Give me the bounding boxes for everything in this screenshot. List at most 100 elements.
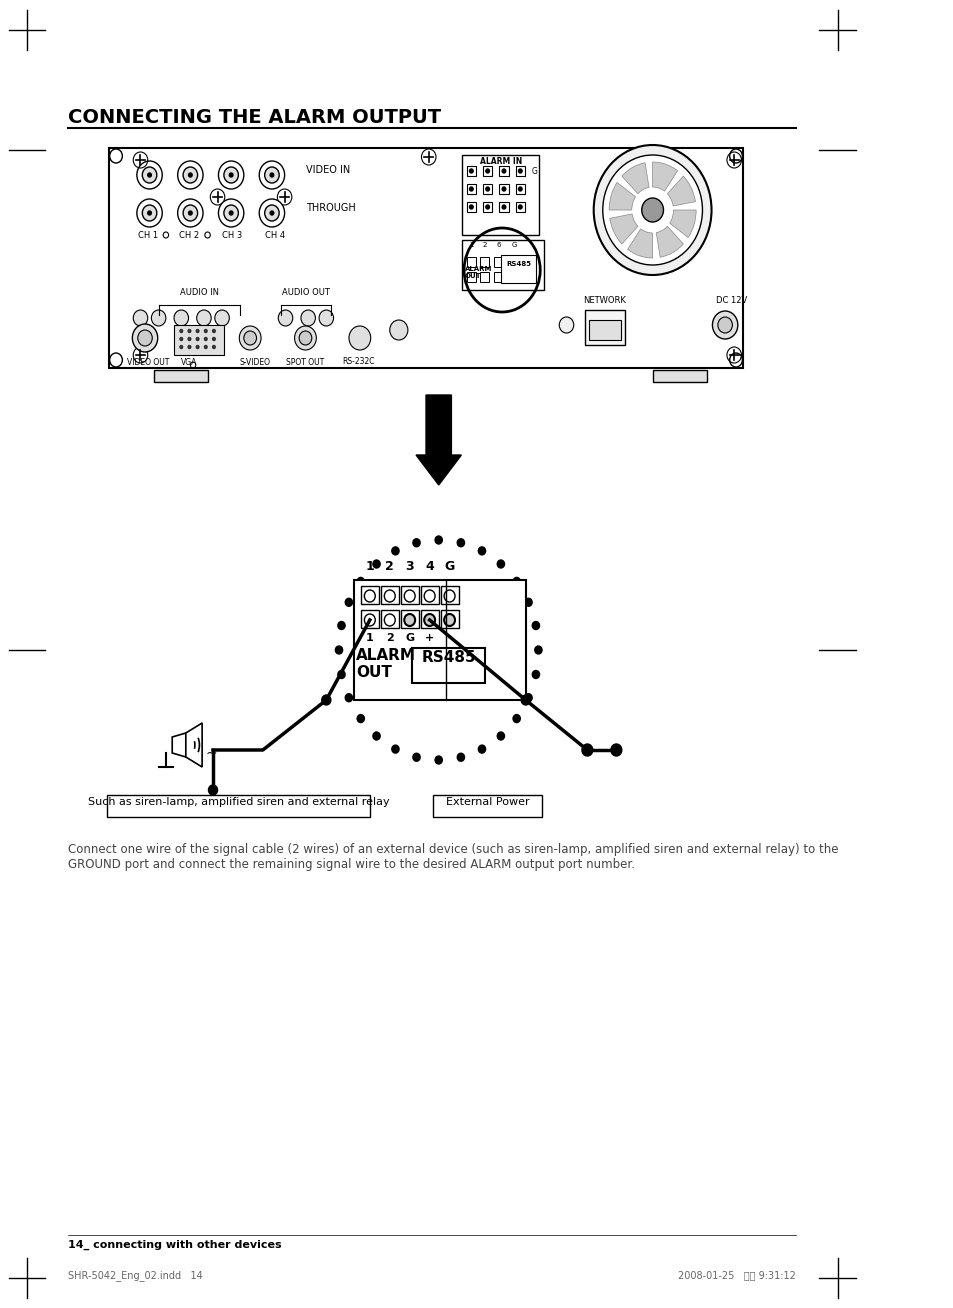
Circle shape [218,161,244,188]
Circle shape [477,746,485,753]
Bar [109,148,742,368]
Wedge shape [627,229,652,258]
Text: -: - [447,633,452,644]
Circle shape [469,187,473,191]
Bar [516,166,524,177]
Circle shape [278,310,293,326]
Text: 2: 2 [385,633,394,644]
Circle shape [173,310,189,326]
Circle shape [532,621,539,629]
Text: G: G [511,242,517,249]
Bar [589,320,620,340]
Circle shape [392,547,398,555]
Bar [499,201,508,212]
Bar [354,579,525,700]
Circle shape [456,753,464,761]
Bar [462,156,538,235]
Circle shape [214,310,229,326]
Circle shape [717,317,732,334]
Bar [412,647,484,683]
Circle shape [593,145,711,275]
Circle shape [188,345,191,348]
Circle shape [485,169,489,173]
Text: ALARM
OUT: ALARM OUT [355,647,416,680]
FancyArrow shape [416,395,461,485]
Circle shape [189,211,192,215]
Circle shape [469,169,473,173]
Circle shape [712,311,737,339]
Circle shape [610,744,621,756]
Circle shape [373,732,379,740]
Circle shape [444,590,455,602]
Circle shape [413,753,419,761]
Circle shape [264,205,279,221]
Circle shape [213,330,215,332]
Circle shape [177,161,203,188]
Bar [433,795,541,818]
Circle shape [404,613,415,627]
Text: G: G [532,166,537,175]
Circle shape [345,598,352,607]
Text: RS-232C: RS-232C [342,357,375,366]
Circle shape [213,345,215,348]
Circle shape [110,149,122,164]
Text: CH 4: CH 4 [264,232,285,239]
Bar [466,201,476,212]
Bar [652,370,706,382]
Bar [480,256,489,267]
Text: 1: 1 [469,242,473,249]
Text: CH 3: CH 3 [222,232,242,239]
Bar [400,610,418,628]
Circle shape [259,199,284,228]
Text: AUDIO OUT: AUDIO OUT [281,288,329,297]
Circle shape [133,310,148,326]
Circle shape [177,199,203,228]
Circle shape [318,310,334,326]
Circle shape [513,714,519,722]
Text: G: G [444,560,455,573]
Circle shape [517,205,521,209]
Circle shape [641,198,662,222]
Circle shape [142,205,156,221]
Circle shape [469,205,473,209]
Text: 2008-01-25   오전 9:31:12: 2008-01-25 오전 9:31:12 [678,1270,795,1281]
Bar [499,166,508,177]
Text: THROUGH: THROUGH [306,203,355,213]
Bar [466,184,476,194]
Circle shape [485,205,489,209]
Circle shape [204,345,207,348]
Circle shape [364,590,375,602]
Bar [440,610,458,628]
Circle shape [196,310,211,326]
Circle shape [558,317,573,334]
Circle shape [300,310,315,326]
Circle shape [501,169,505,173]
Circle shape [270,173,274,177]
Circle shape [456,539,464,547]
Circle shape [152,310,166,326]
Circle shape [270,211,274,215]
Text: S-VIDEO: S-VIDEO [239,358,270,368]
Circle shape [384,613,395,627]
Circle shape [349,326,371,351]
Circle shape [196,337,199,340]
Text: 2: 2 [482,242,487,249]
Wedge shape [621,162,648,194]
Circle shape [189,173,192,177]
Bar [462,239,543,290]
Circle shape [337,671,345,679]
Circle shape [435,536,442,544]
Bar [173,324,224,354]
Circle shape [196,330,199,332]
Wedge shape [667,177,695,205]
Circle shape [337,621,345,629]
Bar [482,201,492,212]
Text: 4: 4 [425,560,434,573]
Circle shape [294,326,316,351]
Bar [420,610,438,628]
Bar [380,610,398,628]
Text: ALARM IN: ALARM IN [479,157,521,166]
Circle shape [204,330,207,332]
Text: SHR-5042_Eng_02.indd   14: SHR-5042_Eng_02.indd 14 [68,1270,203,1281]
Bar [584,310,625,345]
